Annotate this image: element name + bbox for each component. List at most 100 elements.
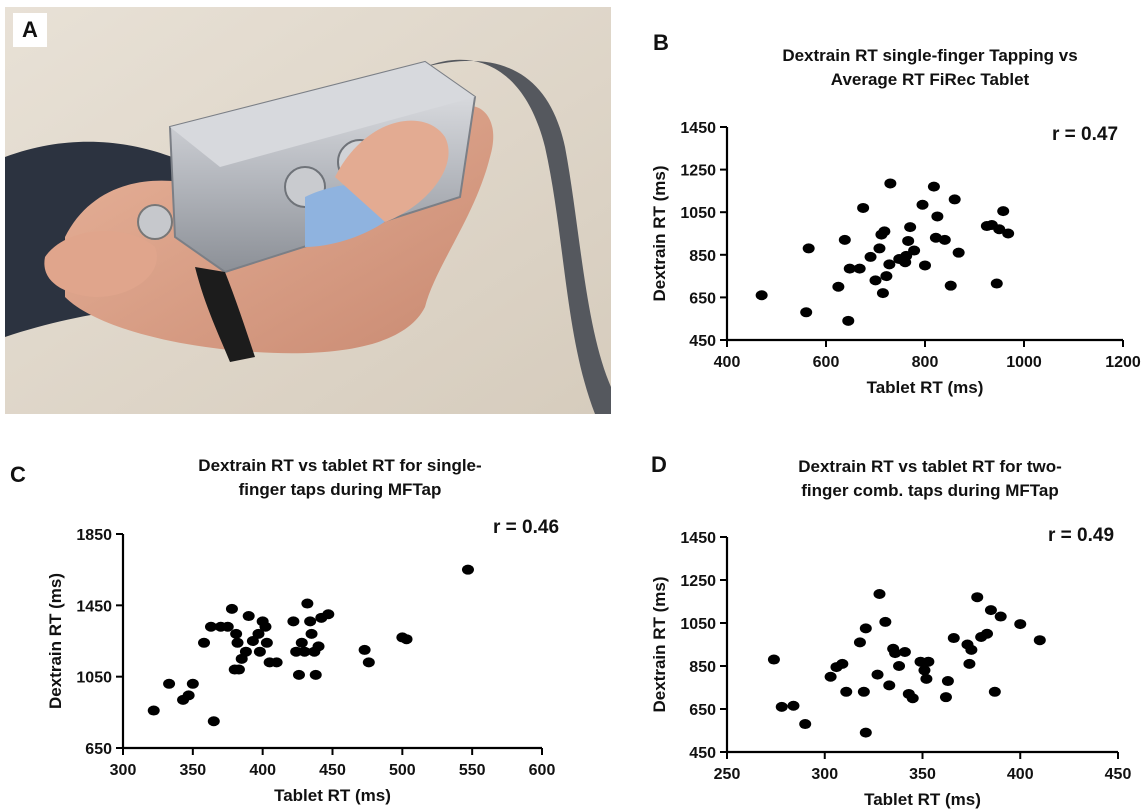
data-point-c — [295, 637, 308, 648]
y-tick-label-d: 1450 — [680, 530, 716, 547]
x-tick-label-c: 550 — [459, 762, 486, 779]
panel-letter-a: A — [13, 13, 47, 47]
data-point-d — [893, 661, 906, 671]
data-point-d — [941, 676, 954, 687]
chart-d-r-value: r = 0.49 — [1048, 525, 1115, 546]
chart-d-title: Dextrain RT vs tablet RT for two- finger… — [740, 455, 1120, 503]
y-tick-label-b: 850 — [689, 248, 716, 265]
x-tick-label-b: 1000 — [1006, 354, 1042, 371]
data-point-b — [938, 234, 951, 245]
chart-b-r-value: r = 0.47 — [1052, 124, 1119, 145]
data-point-b — [927, 181, 940, 192]
data-point-c — [309, 669, 322, 680]
data-point-b — [869, 275, 882, 286]
data-point-c — [246, 636, 259, 646]
data-point-c — [461, 564, 474, 575]
y-tick-label-b: 1250 — [680, 163, 716, 180]
x-axis-label-b: Tablet RT (ms) — [867, 378, 984, 397]
x-tick-label-d: 450 — [1105, 766, 1132, 783]
data-point-c — [362, 657, 375, 668]
data-point-d — [981, 628, 994, 639]
chart-b-title-line2: Average RT FiRec Tablet — [830, 70, 1030, 89]
data-point-b — [880, 271, 893, 282]
data-point-c — [230, 628, 243, 639]
data-point-c — [298, 646, 311, 657]
data-point-d — [988, 686, 1001, 697]
data-point-b — [883, 259, 896, 270]
data-point-d — [994, 611, 1007, 622]
data-point-b — [843, 263, 856, 274]
data-point-c — [239, 646, 252, 657]
data-point-c — [242, 611, 255, 622]
x-tick-label-c: 350 — [179, 762, 206, 779]
data-point-d — [918, 665, 931, 676]
data-point-c — [270, 657, 283, 668]
data-point-d — [1014, 619, 1027, 630]
chart-d-title-line1: Dextrain RT vs tablet RT for two- — [798, 457, 1062, 476]
data-point-d — [889, 648, 902, 659]
x-tick-label-d: 300 — [811, 766, 838, 783]
y-tick-label-d: 1250 — [680, 573, 716, 590]
x-tick-label-c: 500 — [389, 762, 416, 779]
panel-letter-d: D — [651, 452, 667, 477]
data-point-b — [944, 280, 957, 291]
data-point-b — [919, 260, 931, 271]
data-point-c — [358, 644, 371, 655]
data-point-b — [864, 251, 877, 262]
device-photo: A — [5, 7, 611, 414]
data-point-b — [878, 226, 891, 237]
data-point-c — [232, 664, 245, 675]
scatter-chart-b: 400 600 800 1000 1200 450 650 850 1050 1250 1450 Ta… — [650, 120, 1141, 397]
data-point-b — [916, 199, 929, 210]
data-point-b — [755, 290, 768, 301]
data-point-d — [859, 623, 872, 634]
x-tick-label-c: 300 — [110, 762, 137, 779]
data-point-c — [301, 598, 314, 609]
y-tick-label-b: 450 — [689, 333, 716, 350]
y-tick-label-c: 650 — [85, 741, 112, 758]
data-point-b — [1002, 228, 1015, 239]
data-point-c — [253, 646, 266, 657]
data-point-c — [252, 628, 265, 639]
data-point-c — [186, 678, 199, 689]
data-point-d — [906, 693, 919, 704]
data-point-d — [1033, 635, 1046, 646]
data-point-d — [879, 616, 892, 627]
data-point-c — [231, 637, 244, 648]
data-point-d — [824, 671, 837, 682]
panel-letter-c: C — [10, 462, 26, 487]
data-point-b — [800, 307, 813, 318]
y-tick-label-b: 1450 — [680, 120, 716, 137]
scatter-chart-c: 300 350 400 450 500 550 600 650 1050 1450 1850 Tabl… — [46, 527, 555, 805]
data-point-d — [840, 686, 853, 697]
y-axis-label-b: Dextrain RT (ms) — [650, 165, 669, 301]
hand-holding-device-photo — [5, 7, 611, 414]
y-axis-label-d: Dextrain RT (ms) — [650, 576, 669, 712]
x-tick-label-d: 400 — [1007, 766, 1034, 783]
data-point-d — [920, 673, 933, 684]
data-point-d — [965, 644, 978, 655]
x-tick-label-b: 1200 — [1105, 354, 1141, 371]
data-point-c — [182, 690, 195, 701]
chart-c-title-line1: Dextrain RT vs tablet RT for single- — [198, 456, 482, 475]
data-point-c — [304, 616, 317, 627]
y-tick-label-d: 650 — [689, 702, 716, 719]
y-tick-label-d: 1050 — [680, 616, 716, 633]
data-point-c — [400, 634, 413, 645]
x-tick-label-c: 400 — [249, 762, 276, 779]
data-point-c — [259, 621, 272, 632]
data-point-b — [952, 247, 965, 258]
data-point-c — [207, 716, 220, 727]
x-tick-label-c: 600 — [529, 762, 556, 779]
data-point-c — [221, 621, 234, 632]
data-point-b — [842, 315, 855, 326]
x-axis-label-d: Tablet RT (ms) — [864, 790, 981, 809]
x-tick-label-d: 350 — [909, 766, 936, 783]
data-point-b — [902, 235, 915, 246]
data-point-d — [857, 686, 870, 697]
data-point-d — [859, 727, 872, 738]
data-point-b — [931, 211, 944, 222]
data-point-d — [898, 647, 911, 658]
x-tick-label-b: 600 — [813, 354, 840, 371]
